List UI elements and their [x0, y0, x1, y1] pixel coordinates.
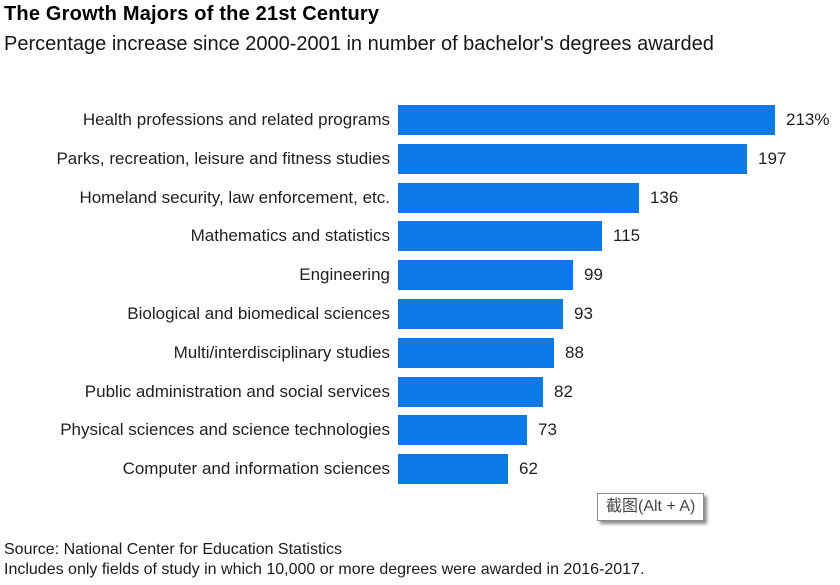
bar-row: Biological and biomedical sciences 93	[0, 298, 840, 329]
chart-title: The Growth Majors of the 21st Century	[4, 3, 380, 25]
category-label: Mathematics and statistics	[190, 226, 390, 246]
bar	[398, 337, 554, 368]
category-label: Health professions and related programs	[82, 110, 390, 129]
chart-subtitle: Percentage increase since 2000-2001 in n…	[4, 33, 714, 55]
bar	[398, 105, 775, 135]
bar-chart: Health professions and related programs 2…	[0, 105, 840, 493]
value-label: 82	[554, 381, 573, 401]
value-label: 93	[574, 303, 593, 323]
bar	[398, 298, 563, 329]
chart-footer: Source: National Center for Education St…	[4, 540, 644, 580]
methodology-note: Includes only fields of study in which 1…	[4, 561, 645, 578]
bar-row: Public administration and social service…	[0, 376, 840, 407]
screenshot-hint-badge[interactable]: 截图(Alt + A)	[597, 493, 705, 521]
value-label: 136	[650, 187, 679, 207]
value-label: 73	[538, 420, 557, 440]
category-label: Engineering	[299, 265, 390, 285]
category-label: Physical sciences and science technologi…	[60, 420, 390, 440]
bar	[398, 260, 573, 291]
category-label: Biological and biomedical sciences	[127, 303, 390, 323]
bar	[398, 376, 543, 407]
category-label: Computer and information sciences	[122, 459, 390, 479]
bar-rows: Health professions and related programs 2…	[0, 105, 840, 485]
bar	[398, 221, 602, 252]
value-label: 99	[584, 265, 603, 285]
bar-row: Health professions and related programs 2…	[0, 105, 840, 135]
category-label: Parks, recreation, leisure and fitness s…	[56, 148, 390, 168]
value-label: 197	[758, 148, 787, 168]
bar-row: Computer and information sciences 62	[0, 454, 840, 485]
category-label: Public administration and social service…	[84, 381, 390, 401]
value-label: 115	[613, 226, 641, 246]
bar-row: Physical sciences and science technologi…	[0, 415, 840, 446]
bar-row: Homeland security, law enforcement, etc.…	[0, 182, 840, 213]
bar-row: Mathematics and statistics 115	[0, 221, 840, 252]
bar-row: Engineering 99	[0, 260, 840, 291]
bar-row: Multi/interdisciplinary studies 88	[0, 337, 840, 368]
bar	[398, 454, 508, 485]
bar	[398, 182, 639, 213]
category-label: Multi/interdisciplinary studies	[173, 342, 390, 362]
category-label: Homeland security, law enforcement, etc.	[79, 187, 390, 207]
value-label: 88	[565, 342, 584, 362]
value-label: 213%	[786, 110, 830, 129]
value-label: 62	[519, 459, 538, 479]
bar	[398, 143, 747, 174]
source-note: Source: National Center for Education St…	[4, 541, 342, 558]
bar	[398, 415, 527, 446]
bar-row: Parks, recreation, leisure and fitness s…	[0, 143, 840, 174]
